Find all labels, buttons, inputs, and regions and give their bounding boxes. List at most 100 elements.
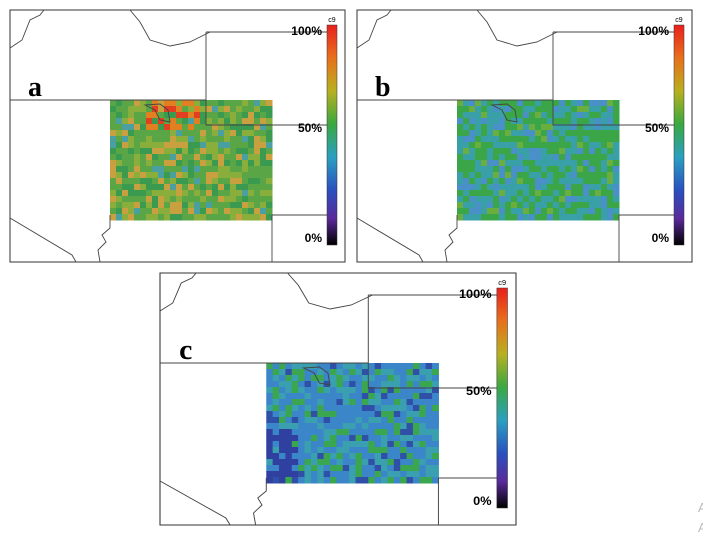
map-cell	[116, 130, 123, 137]
map-cell	[182, 214, 189, 221]
map-cell	[361, 435, 369, 442]
map-cell	[260, 112, 267, 119]
map-cell	[387, 471, 395, 478]
map-cell	[541, 154, 548, 161]
map-cell	[601, 184, 608, 191]
map-cell	[463, 136, 470, 143]
map-cell	[176, 142, 183, 149]
map-cell	[152, 142, 159, 149]
map-cell	[212, 136, 219, 143]
map-cell	[116, 124, 123, 131]
map-cell	[505, 178, 512, 185]
map-cell	[412, 471, 420, 478]
map-cell	[128, 112, 135, 119]
map-cell	[523, 100, 530, 107]
map-cell	[116, 118, 123, 125]
map-cell	[487, 160, 494, 167]
map-cell	[323, 417, 331, 424]
map-cell	[230, 118, 237, 125]
map-cell	[541, 142, 548, 149]
map-cell	[613, 100, 620, 107]
map-cell	[457, 190, 464, 197]
map-cell	[310, 411, 318, 418]
map-cell	[406, 387, 414, 394]
map-cell	[613, 154, 620, 161]
map-cell	[355, 471, 363, 478]
map-cell	[529, 112, 536, 119]
map-cell	[355, 447, 363, 454]
map-cell	[188, 106, 195, 113]
map-cell	[158, 166, 165, 173]
map-cell	[475, 196, 482, 203]
map-cell	[236, 202, 243, 209]
map-cell	[406, 363, 414, 370]
map-cell	[613, 202, 620, 209]
map-cell	[266, 202, 273, 209]
map-cell	[613, 118, 620, 125]
map-cell	[583, 172, 590, 179]
map-cell	[381, 453, 388, 460]
map-cell	[517, 130, 524, 137]
map-cell	[110, 166, 117, 173]
map-cell	[368, 429, 376, 436]
map-cell	[342, 459, 350, 466]
map-cell	[355, 375, 363, 382]
map-cell	[218, 136, 225, 143]
map-cell	[272, 459, 280, 466]
map-cell	[541, 112, 548, 119]
map-cell	[236, 190, 243, 197]
map-cell	[310, 387, 318, 394]
map-cell	[523, 172, 530, 179]
map-cell	[547, 154, 554, 161]
map-cell	[361, 453, 369, 460]
map-cell	[206, 166, 213, 173]
map-cell	[432, 375, 439, 382]
map-cell	[224, 148, 231, 155]
map-cell	[110, 214, 117, 221]
map-cell	[200, 148, 207, 155]
map-cell	[400, 459, 408, 466]
map-cell	[128, 160, 135, 167]
map-cell	[266, 363, 274, 370]
map-cell	[419, 435, 427, 442]
map-cell	[158, 100, 165, 107]
map-cell	[194, 154, 201, 161]
map-cell	[140, 112, 147, 119]
map-cell	[158, 148, 165, 155]
map-cell	[304, 441, 312, 448]
map-cell	[571, 118, 578, 125]
map-cell	[368, 441, 376, 448]
colorbar-mid: 50%	[645, 121, 669, 135]
map-cell	[260, 124, 267, 131]
map-cell	[110, 184, 117, 191]
map-cell	[260, 154, 267, 161]
map-cell	[412, 465, 420, 472]
map-cell	[266, 136, 273, 143]
map-cell	[140, 100, 147, 107]
map-cell	[571, 148, 578, 155]
map-cell	[355, 381, 363, 388]
map-cell	[164, 160, 171, 167]
map-cell	[342, 453, 350, 460]
colorbar-top: c9	[498, 278, 506, 287]
map-cell	[236, 196, 243, 203]
map-cell	[140, 124, 147, 131]
map-cell	[355, 435, 363, 442]
map-cell	[499, 172, 506, 179]
map-cell	[110, 178, 117, 185]
map-cell	[487, 172, 494, 179]
map-cell	[601, 118, 608, 125]
map-cell	[457, 202, 464, 209]
map-cell	[291, 441, 299, 448]
map-cell	[122, 166, 129, 173]
map-cell	[152, 196, 159, 203]
map-cell	[298, 477, 306, 484]
map-cell	[279, 381, 286, 388]
map-cell	[535, 184, 542, 191]
map-cell	[535, 130, 542, 137]
map-cell	[266, 184, 273, 191]
map-cell	[248, 136, 255, 143]
map-cell	[152, 166, 159, 173]
map-cell	[400, 405, 408, 412]
map-cell	[547, 160, 554, 167]
